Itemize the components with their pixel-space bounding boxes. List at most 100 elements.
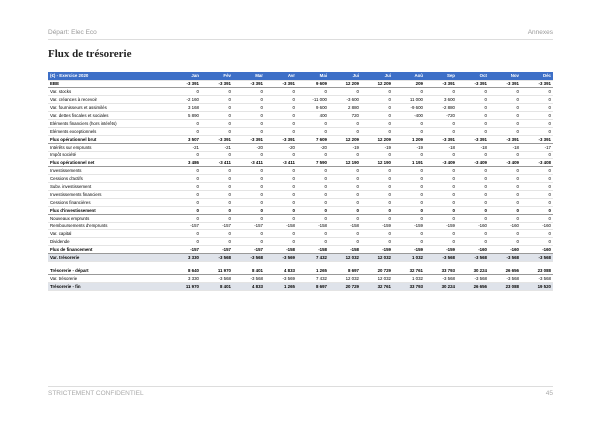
cell-value: 0 xyxy=(297,198,329,207)
cell-value: 30 224 xyxy=(425,282,457,291)
cell-value: 0 xyxy=(457,174,489,184)
table-row: Trésorerie - départ 8 640 11 970 8 401 4 833… xyxy=(48,266,553,275)
cell-value: 0 xyxy=(169,198,201,207)
cell-value: 0 xyxy=(393,174,425,184)
cell-value: -157 xyxy=(201,245,233,255)
cell-value: -3 568 xyxy=(425,253,457,262)
cell-value: 0 xyxy=(265,151,297,160)
cell-value: 0 xyxy=(361,127,393,136)
cell-value: 32 761 xyxy=(361,282,393,291)
cell-value: 0 xyxy=(297,87,329,97)
cell-value: 0 xyxy=(361,95,393,105)
cell-value: 3 330 xyxy=(169,274,201,283)
cell-value: 0 xyxy=(361,103,393,113)
row-label: Intérêts sur emprunts xyxy=(48,143,169,152)
cell-value: 0 xyxy=(233,206,265,215)
cell-value: 0 xyxy=(425,166,457,176)
cell-value: 0 xyxy=(521,151,553,160)
cash-flow-table: (€) - Exercice 2020 Jan Fév Mar Avr Mai Jui Jui… xyxy=(48,72,553,291)
cell-value: 0 xyxy=(329,182,361,191)
cell-value: 3 486 xyxy=(169,158,201,168)
cell-value: 1 265 xyxy=(297,266,329,275)
cell-value: 0 xyxy=(329,151,361,160)
cell-value: 0 xyxy=(329,87,361,97)
column-header: Nov xyxy=(489,72,521,81)
cell-value: 0 xyxy=(361,111,393,120)
cell-value: 0 xyxy=(393,127,425,136)
cell-value: 12 209 xyxy=(329,135,361,144)
cell-value: 1 191 xyxy=(393,158,425,168)
table-row: Var. trésorerie 3 330 -3 568 -3 568 -3 569 7 … xyxy=(48,274,553,283)
cell-value: 12 209 xyxy=(361,80,393,89)
cell-value: 0 xyxy=(361,174,393,184)
row-label: Nouveaux emprunts xyxy=(48,214,169,223)
cell-value: -2 160 xyxy=(169,95,201,105)
cell-value: 0 xyxy=(361,119,393,128)
cell-value: 0 xyxy=(329,119,361,128)
cell-value: 0 xyxy=(425,190,457,199)
cell-value: 0 xyxy=(489,95,521,105)
row-label: Impôt société xyxy=(48,151,169,160)
cell-value: 0 xyxy=(233,127,265,136)
table-row: Cessions d'actifs 0 0 0 0 0 0 0 0 0 0 0 0 xyxy=(48,174,553,184)
cell-value: 0 xyxy=(233,103,265,113)
cell-value: -159 xyxy=(393,245,425,255)
cell-value: -3 391 xyxy=(201,135,233,144)
table-row: Investissements 0 0 0 0 0 0 0 0 0 0 0 0 xyxy=(48,166,553,176)
cell-value: -160 xyxy=(521,245,553,255)
cell-value: 0 xyxy=(521,87,553,97)
cell-value: -3 568 xyxy=(521,253,553,262)
cell-value: 0 xyxy=(489,151,521,160)
table-row: Var. dettes fiscales et sociales 5 890 0 0 0… xyxy=(48,111,553,120)
cell-value: 0 xyxy=(265,190,297,199)
cell-value: -157 xyxy=(233,222,265,231)
cell-value: 4 833 xyxy=(265,266,297,275)
cell-value: -3 391 xyxy=(521,80,553,89)
cell-value: 0 xyxy=(425,198,457,207)
cell-value: 0 xyxy=(329,229,361,239)
cell-value: 0 xyxy=(521,182,553,191)
cell-value: -158 xyxy=(297,245,329,255)
cell-value: 8 640 xyxy=(169,266,201,275)
cell-value: 0 xyxy=(265,198,297,207)
cell-value: 0 xyxy=(297,229,329,239)
cell-value: 8 697 xyxy=(297,282,329,291)
header-left: Départ: Elec Eco xyxy=(48,29,97,36)
cell-value: 0 xyxy=(297,237,329,247)
cell-value: 7 432 xyxy=(297,253,329,262)
cell-value: 0 xyxy=(201,182,233,191)
cell-value: 0 xyxy=(457,87,489,97)
cell-value: 33 793 xyxy=(425,266,457,275)
cell-value: 0 xyxy=(521,190,553,199)
cell-value: 1 209 xyxy=(393,135,425,144)
cell-value: 0 xyxy=(329,190,361,199)
cell-value: 12 190 xyxy=(329,158,361,168)
cell-value: 9 609 xyxy=(297,80,329,89)
row-label: Trésorerie - départ xyxy=(48,266,169,275)
row-label: Var. dettes fiscales et sociales xyxy=(48,111,169,120)
cell-value: -2 880 xyxy=(425,103,457,113)
cell-value: 0 xyxy=(521,119,553,128)
cell-value: 0 xyxy=(393,198,425,207)
cell-value: 3 168 xyxy=(169,103,201,113)
cell-value: 0 xyxy=(265,111,297,120)
cell-value: 0 xyxy=(233,190,265,199)
cell-value: 0 xyxy=(233,87,265,97)
column-header: Jui xyxy=(329,72,361,81)
cell-value: 400 xyxy=(297,111,329,120)
cell-value: 0 xyxy=(169,127,201,136)
cell-value: 0 xyxy=(521,166,553,176)
cell-value: 0 xyxy=(457,111,489,120)
cell-value: 0 xyxy=(201,214,233,223)
cell-value: -157 xyxy=(169,245,201,255)
cell-value: 0 xyxy=(297,151,329,160)
footer-left: STRICTEMENT CONFIDENTIEL xyxy=(48,390,144,397)
row-label: Investissements xyxy=(48,166,169,176)
cell-value: -158 xyxy=(297,222,329,231)
cell-value: 9 600 xyxy=(297,103,329,113)
cell-value: 0 xyxy=(265,214,297,223)
cell-value: -720 xyxy=(425,111,457,120)
cell-value: -158 xyxy=(329,245,361,255)
cell-value: 12 032 xyxy=(361,253,393,262)
cell-value: 0 xyxy=(265,166,297,176)
